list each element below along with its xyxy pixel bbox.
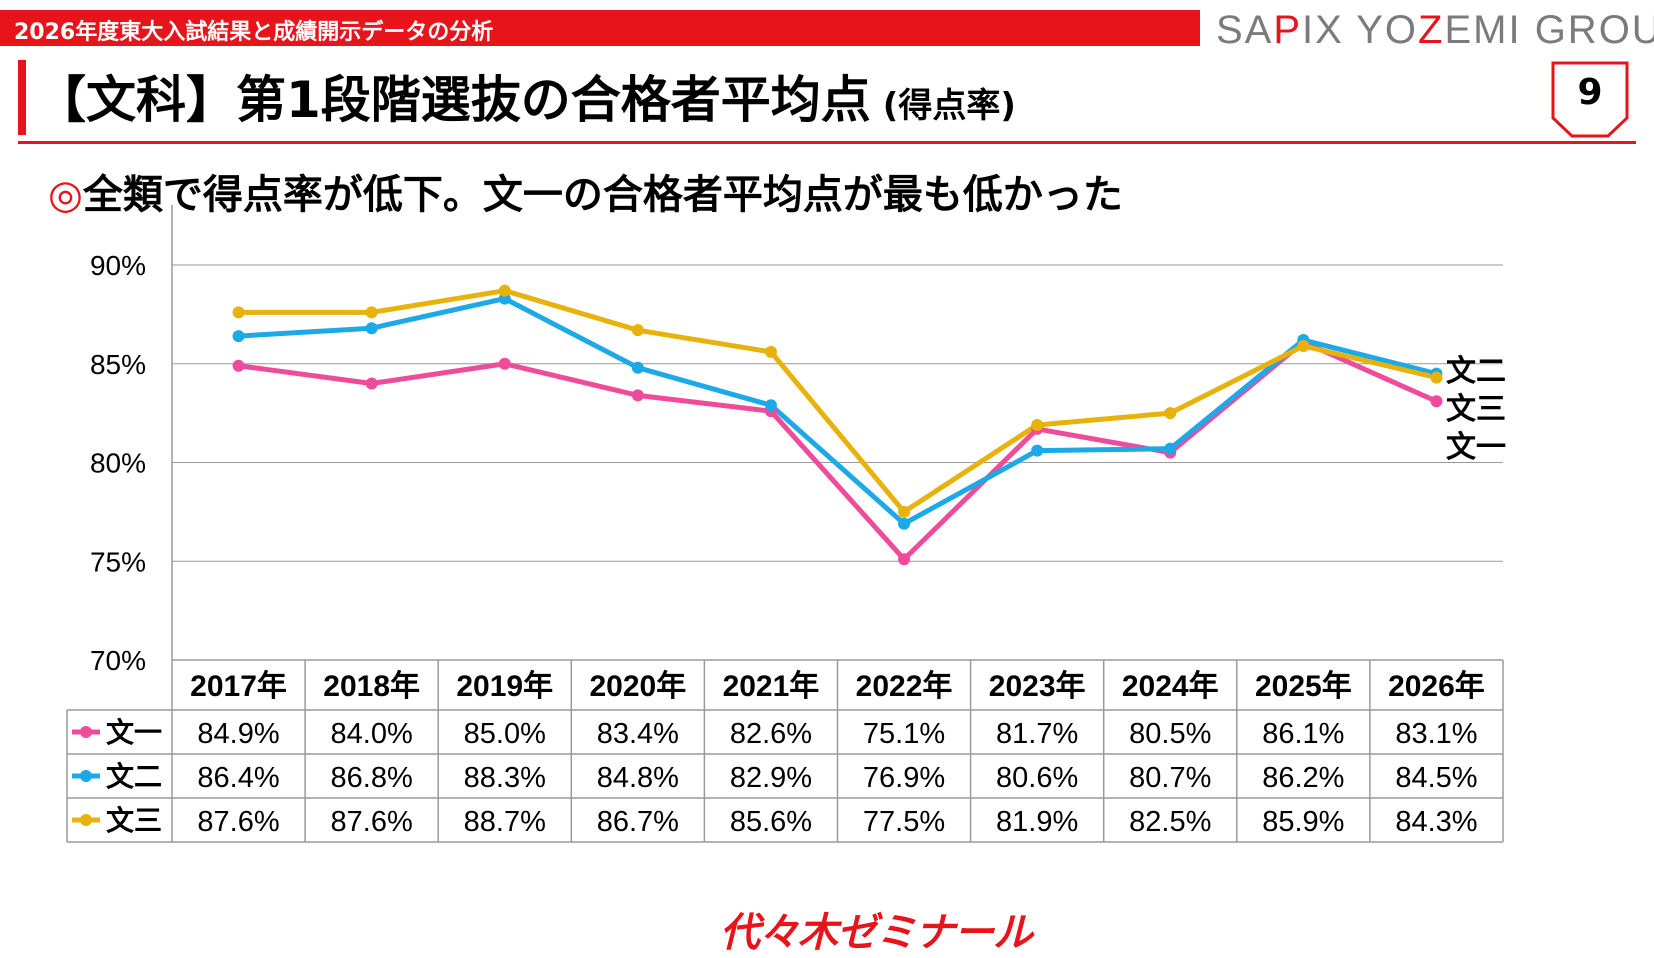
data-point bbox=[1430, 395, 1443, 408]
data-point bbox=[764, 399, 777, 412]
page-title: 【文科】第1段階選抜の合格者平均点 (得点率) bbox=[36, 60, 1016, 132]
x-category-label: 2019年 bbox=[456, 670, 553, 703]
data-point bbox=[898, 505, 911, 518]
data-label: 83.1% bbox=[1395, 718, 1477, 750]
x-category-label: 2020年 bbox=[589, 670, 686, 703]
subtitle-text: 全類で得点率が低下。文一の合格者平均点が最も低かった bbox=[82, 172, 1123, 218]
series-line-2 bbox=[238, 296, 1438, 527]
data-label: 80.6% bbox=[996, 762, 1078, 794]
data-point bbox=[1031, 444, 1044, 457]
data-label: 82.5% bbox=[1129, 806, 1211, 838]
data-label: 88.3% bbox=[464, 762, 546, 794]
series-name: 文三 bbox=[106, 804, 162, 837]
y-tick-label: 90% bbox=[90, 250, 146, 281]
banner-text: 2026年度東大入試結果と成績開示データの分析 bbox=[14, 20, 494, 45]
data-point bbox=[232, 330, 245, 343]
data-point bbox=[498, 357, 511, 370]
data-point bbox=[232, 359, 245, 372]
data-label: 82.9% bbox=[730, 762, 812, 794]
data-label: 77.5% bbox=[863, 806, 945, 838]
data-label: 85.9% bbox=[1262, 806, 1344, 838]
x-category-label: 2021年 bbox=[723, 670, 820, 703]
x-category-label: 2022年 bbox=[856, 670, 953, 703]
legend-swatch-dot bbox=[80, 770, 92, 782]
data-label: 84.0% bbox=[331, 718, 413, 750]
end-label: 文一 bbox=[1446, 430, 1506, 465]
data-point bbox=[1164, 407, 1177, 420]
data-label: 84.5% bbox=[1395, 762, 1477, 794]
data-label: 84.9% bbox=[197, 718, 279, 750]
series-name: 文一 bbox=[106, 716, 162, 749]
x-category-label: 2026年 bbox=[1388, 670, 1485, 703]
x-category-label: 2025年 bbox=[1255, 670, 1352, 703]
data-label: 84.8% bbox=[597, 762, 679, 794]
series-line-1 bbox=[238, 339, 1438, 562]
end-label: 文三 bbox=[1446, 392, 1506, 427]
y-tick-label: 75% bbox=[90, 546, 146, 577]
data-label: 80.5% bbox=[1129, 718, 1211, 750]
data-label: 87.6% bbox=[197, 806, 279, 838]
data-label: 86.7% bbox=[597, 806, 679, 838]
data-point bbox=[1031, 418, 1044, 431]
data-point bbox=[365, 322, 378, 335]
data-label: 84.3% bbox=[1395, 806, 1477, 838]
data-label: 76.9% bbox=[863, 762, 945, 794]
x-category-label: 2018年 bbox=[323, 670, 420, 703]
page-badge-shape bbox=[1551, 61, 1629, 138]
double-circle-icon: ◎ bbox=[48, 172, 83, 218]
data-label: 88.7% bbox=[464, 806, 546, 838]
data-label: 81.7% bbox=[996, 718, 1078, 750]
data-point bbox=[1164, 442, 1177, 455]
y-tick-label: 80% bbox=[90, 448, 146, 479]
data-label: 80.7% bbox=[1129, 762, 1211, 794]
data-point bbox=[631, 389, 644, 402]
data-point bbox=[898, 517, 911, 530]
x-category-label: 2024年 bbox=[1122, 670, 1219, 703]
data-point bbox=[232, 306, 245, 319]
data-label: 82.6% bbox=[730, 718, 812, 750]
end-label: 文二 bbox=[1446, 354, 1506, 389]
page-number-badge: 9 bbox=[1550, 60, 1630, 140]
data-label: 85.0% bbox=[464, 718, 546, 750]
top-banner: 2026年度東大入試結果と成績開示データの分析 bbox=[0, 10, 1200, 46]
data-point bbox=[365, 377, 378, 390]
subtitle: ◎全類で得点率が低下。文一の合格者平均点が最も低かった bbox=[48, 162, 1123, 220]
legend-swatch-dot bbox=[80, 814, 92, 826]
yozemi-logo: 代々木ゼミナール bbox=[720, 910, 1033, 956]
data-point bbox=[631, 361, 644, 374]
data-point bbox=[1297, 339, 1310, 352]
series-line-3 bbox=[238, 288, 1438, 515]
data-label: 86.4% bbox=[197, 762, 279, 794]
data-point bbox=[365, 306, 378, 319]
data-label: 86.2% bbox=[1262, 762, 1344, 794]
data-point bbox=[631, 324, 644, 337]
data-point bbox=[498, 284, 511, 297]
data-label: 86.8% bbox=[331, 762, 413, 794]
data-label: 81.9% bbox=[996, 806, 1078, 838]
data-label: 75.1% bbox=[863, 718, 945, 750]
title-accent-bar bbox=[18, 60, 26, 135]
page-title-main: 【文科】第1段階選抜の合格者平均点 bbox=[36, 71, 871, 129]
page-title-sub: (得点率) bbox=[882, 86, 1016, 126]
title-underline bbox=[18, 141, 1636, 144]
page-number: 9 bbox=[1577, 72, 1603, 113]
series-name: 文二 bbox=[106, 760, 162, 793]
y-tick-label: 85% bbox=[90, 349, 146, 380]
x-category-label: 2023年 bbox=[989, 670, 1086, 703]
y-tick-label: 70% bbox=[90, 645, 146, 676]
data-point bbox=[898, 553, 911, 566]
data-point bbox=[1430, 371, 1443, 384]
data-label: 86.1% bbox=[1262, 718, 1344, 750]
data-point bbox=[764, 345, 777, 358]
x-category-label: 2017年 bbox=[190, 670, 287, 703]
brand-logo: SAPIX YOZEMI GROUP bbox=[1216, 8, 1654, 52]
data-label: 87.6% bbox=[331, 806, 413, 838]
data-label: 83.4% bbox=[597, 718, 679, 750]
data-label: 85.6% bbox=[730, 806, 812, 838]
legend-swatch-dot bbox=[80, 726, 92, 738]
